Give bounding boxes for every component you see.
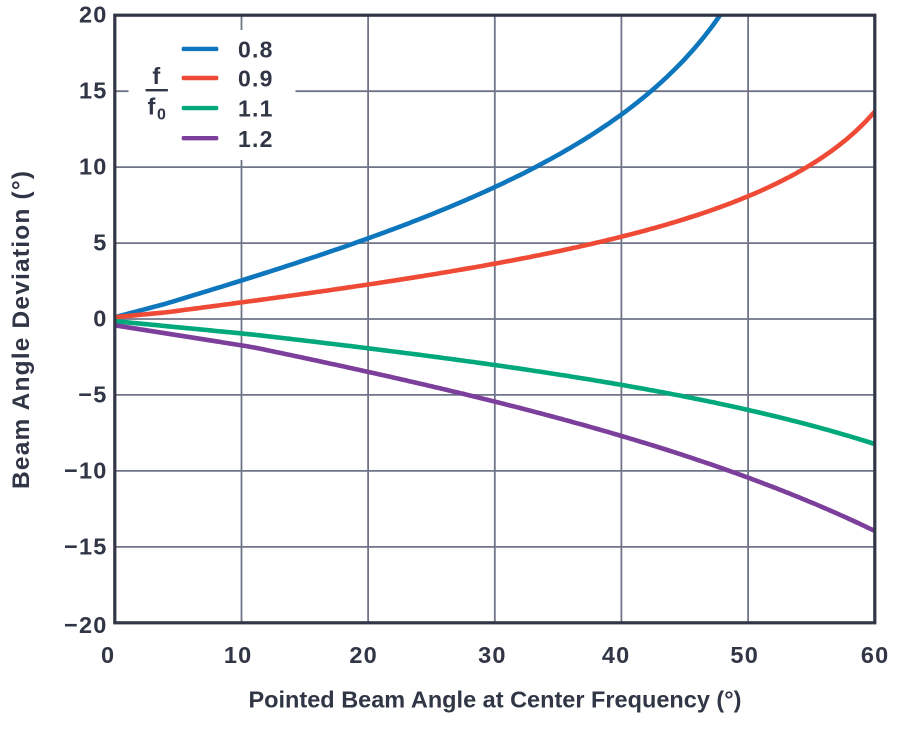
svg-text:10: 10 — [224, 642, 253, 668]
svg-text:0.9: 0.9 — [238, 66, 274, 92]
svg-text:30: 30 — [478, 642, 507, 668]
svg-text:5: 5 — [93, 230, 107, 256]
svg-text:15: 15 — [79, 78, 108, 104]
svg-text:Pointed Beam Angle at Center F: Pointed Beam Angle at Center Frequency (… — [249, 686, 742, 712]
svg-text:10: 10 — [79, 154, 108, 180]
svg-text:−5: −5 — [78, 382, 107, 408]
svg-text:−10: −10 — [64, 457, 107, 483]
svg-text:50: 50 — [730, 642, 759, 668]
svg-text:20: 20 — [349, 642, 378, 668]
svg-text:f: f — [152, 63, 160, 89]
svg-text:0: 0 — [157, 107, 166, 124]
svg-text:0.8: 0.8 — [238, 37, 274, 63]
svg-text:1.1: 1.1 — [238, 96, 274, 122]
svg-text:0: 0 — [101, 642, 115, 668]
svg-text:−15: −15 — [64, 533, 107, 559]
svg-text:0: 0 — [93, 306, 107, 332]
svg-text:f: f — [147, 94, 155, 120]
svg-text:1.2: 1.2 — [238, 126, 274, 152]
svg-text:Beam Angle Deviation (°): Beam Angle Deviation (°) — [8, 171, 35, 489]
svg-text:60: 60 — [861, 642, 890, 668]
svg-text:−20: −20 — [64, 612, 107, 638]
svg-text:20: 20 — [79, 2, 108, 28]
svg-text:40: 40 — [602, 642, 631, 668]
